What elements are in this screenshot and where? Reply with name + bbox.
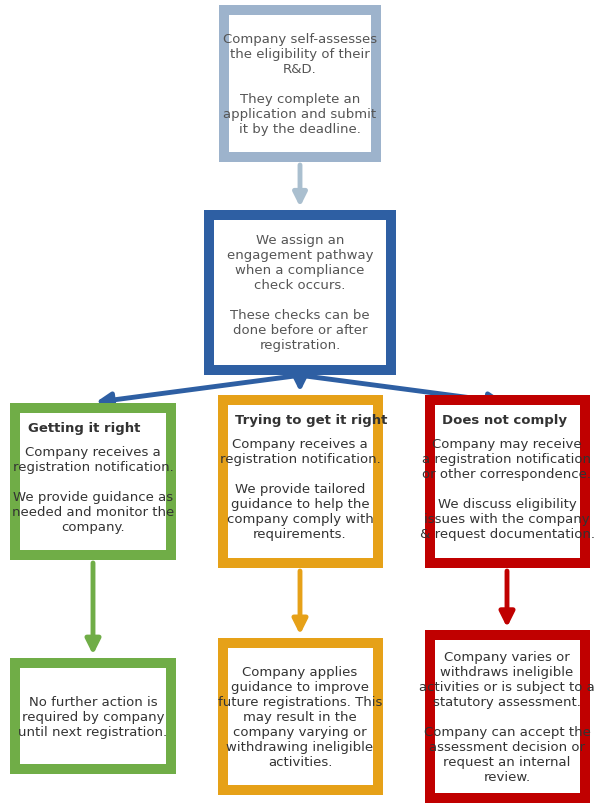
Text: Company may receive
a registration notification
or other correspondence.

We dis: Company may receive a registration notif… — [419, 438, 595, 540]
Text: Does not comply: Does not comply — [442, 414, 567, 426]
Text: Company receives a
registration notification.

We provide tailored
guidance to h: Company receives a registration notifica… — [220, 438, 380, 540]
FancyBboxPatch shape — [425, 630, 589, 803]
Text: Company applies
guidance to improve
future registrations. This
may result in the: Company applies guidance to improve futu… — [218, 665, 382, 768]
FancyBboxPatch shape — [218, 638, 383, 795]
FancyBboxPatch shape — [227, 648, 373, 785]
FancyBboxPatch shape — [10, 403, 176, 560]
FancyBboxPatch shape — [204, 211, 396, 376]
Text: Company self-assesses
the eligibility of their
R&D.

They complete an
applicatio: Company self-assesses the eligibility of… — [223, 33, 377, 136]
Text: Company varies or
withdraws ineligible
activities or is subject to a
statutory a: Company varies or withdraws ineligible a… — [419, 650, 595, 783]
FancyBboxPatch shape — [425, 395, 589, 569]
FancyBboxPatch shape — [20, 668, 166, 764]
FancyBboxPatch shape — [218, 395, 383, 569]
FancyBboxPatch shape — [214, 221, 386, 365]
Text: Trying to get it right: Trying to get it right — [235, 414, 387, 426]
Text: No further action is
required by company
until next registration.: No further action is required by company… — [19, 695, 167, 738]
Text: Getting it right: Getting it right — [28, 422, 140, 434]
FancyBboxPatch shape — [227, 406, 373, 558]
FancyBboxPatch shape — [10, 658, 176, 774]
FancyBboxPatch shape — [434, 640, 580, 793]
Text: Company receives a
registration notification.

We provide guidance as
needed and: Company receives a registration notifica… — [12, 446, 174, 533]
FancyBboxPatch shape — [434, 406, 580, 558]
FancyBboxPatch shape — [219, 6, 381, 162]
FancyBboxPatch shape — [20, 414, 166, 550]
FancyBboxPatch shape — [229, 16, 371, 153]
Text: We assign an
engagement pathway
when a compliance
check occurs.

These checks ca: We assign an engagement pathway when a c… — [227, 234, 373, 352]
